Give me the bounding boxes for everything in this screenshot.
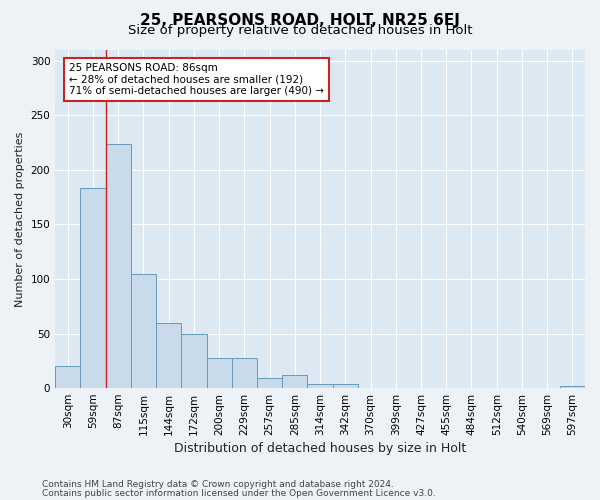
X-axis label: Distribution of detached houses by size in Holt: Distribution of detached houses by size …: [174, 442, 466, 455]
Bar: [307, 384, 332, 388]
Bar: [332, 384, 358, 388]
Y-axis label: Number of detached properties: Number of detached properties: [15, 132, 25, 306]
Bar: [156, 322, 181, 388]
Bar: [206, 358, 232, 388]
Text: Contains HM Land Registry data © Crown copyright and database right 2024.: Contains HM Land Registry data © Crown c…: [42, 480, 394, 489]
Bar: [55, 366, 80, 388]
Bar: [560, 386, 585, 388]
Bar: [131, 274, 156, 388]
Text: 25, PEARSONS ROAD, HOLT, NR25 6EJ: 25, PEARSONS ROAD, HOLT, NR25 6EJ: [140, 12, 460, 28]
Bar: [181, 334, 206, 388]
Text: Contains public sector information licensed under the Open Government Licence v3: Contains public sector information licen…: [42, 488, 436, 498]
Text: Size of property relative to detached houses in Holt: Size of property relative to detached ho…: [128, 24, 472, 37]
Bar: [282, 375, 307, 388]
Bar: [232, 358, 257, 388]
Bar: [257, 378, 282, 388]
Bar: [106, 144, 131, 388]
Text: 25 PEARSONS ROAD: 86sqm
← 28% of detached houses are smaller (192)
71% of semi-d: 25 PEARSONS ROAD: 86sqm ← 28% of detache…: [69, 63, 324, 96]
Bar: [80, 188, 106, 388]
